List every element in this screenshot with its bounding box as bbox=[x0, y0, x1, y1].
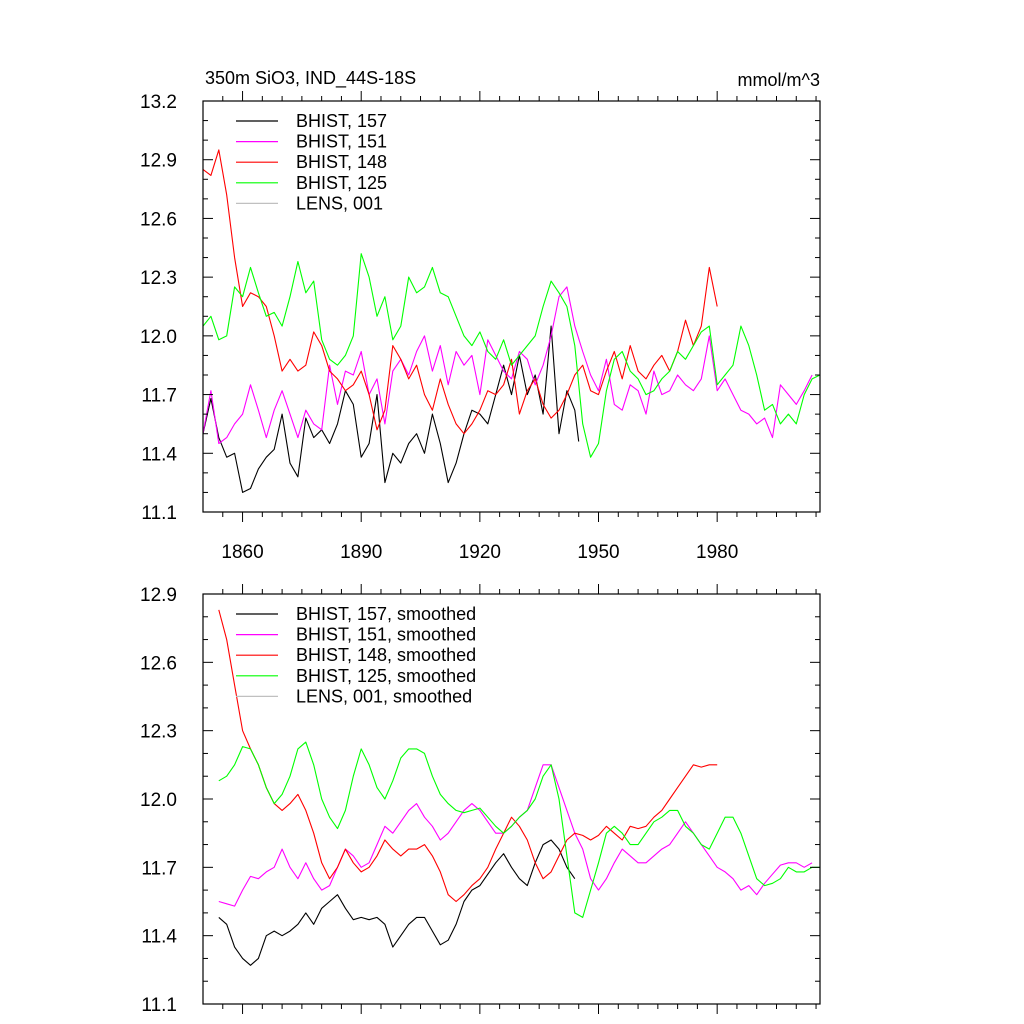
y-tick-label: 11.7 bbox=[141, 858, 177, 879]
y-tick-label: 13.2 bbox=[140, 92, 177, 113]
chart-title: 350m SiO3, IND_44S-18S bbox=[205, 68, 416, 89]
bottom-panel: 11.1 11.4 11.7 12.0 12.3 12.6 12.9 BHIST, 157, … bbox=[140, 584, 821, 1016]
legend-label: BHIST, 148, smoothed bbox=[296, 645, 476, 665]
units-label: mmol/m^3 bbox=[738, 70, 820, 90]
plot-frame bbox=[202, 100, 821, 513]
x-tick-label: 1980 bbox=[696, 542, 738, 563]
y-tick-label: 12.9 bbox=[140, 585, 177, 606]
x-tick-label: 1860 bbox=[221, 542, 263, 563]
legend-label: BHIST, 151, smoothed bbox=[296, 625, 476, 645]
legend-label: LENS, 001 bbox=[296, 193, 383, 213]
series-line-bhist-125 bbox=[203, 253, 820, 458]
y-tick-label: 12.6 bbox=[140, 209, 177, 230]
series-line-bhist-157-smoothed bbox=[218, 839, 576, 966]
series-line-bhist-125-smoothed bbox=[218, 741, 820, 918]
plot-area bbox=[218, 609, 820, 966]
y-tick-label: 12.3 bbox=[140, 722, 177, 743]
legend-label: BHIST, 125 bbox=[296, 173, 387, 193]
legend-label: BHIST, 151 bbox=[296, 132, 387, 152]
legend-label: BHIST, 125, smoothed bbox=[296, 666, 476, 686]
y-tick-label: 11.1 bbox=[141, 995, 177, 1016]
y-tick-label: 11.4 bbox=[141, 927, 177, 948]
legend-label: LENS, 001, smoothed bbox=[296, 686, 472, 706]
plot-area bbox=[203, 149, 820, 493]
top-panel: 11.1 11.4 11.7 12.0 12.3 12.6 12.9 13.2 1860 1890… bbox=[140, 91, 821, 563]
legend-label: BHIST, 157 bbox=[296, 111, 387, 131]
series-line-bhist-148-smoothed bbox=[218, 609, 718, 903]
x-tick-label: 1950 bbox=[577, 542, 619, 563]
x-tick-label: 1890 bbox=[340, 542, 382, 563]
y-tick-label: 12.3 bbox=[140, 268, 177, 289]
y-tick-label: 11.1 bbox=[141, 503, 177, 524]
series-line-bhist-148 bbox=[203, 149, 718, 435]
series-line-bhist-151 bbox=[203, 286, 813, 445]
legend-label: BHIST, 148 bbox=[296, 152, 387, 172]
y-tick-label: 12.0 bbox=[140, 327, 177, 348]
x-tick-label: 1920 bbox=[459, 542, 501, 563]
y-tick-label: 11.7 bbox=[141, 386, 177, 407]
y-tick-label: 12.6 bbox=[140, 653, 177, 674]
y-tick-label: 11.4 bbox=[141, 444, 177, 465]
y-tick-label: 12.0 bbox=[140, 790, 177, 811]
y-tick-label: 12.9 bbox=[140, 151, 177, 172]
legend-label: BHIST, 157, smoothed bbox=[296, 604, 476, 624]
